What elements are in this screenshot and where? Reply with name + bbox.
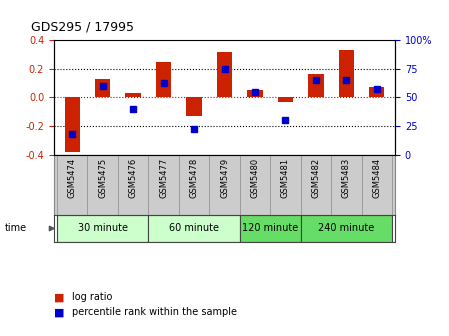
Bar <box>308 74 324 97</box>
Text: GSM5483: GSM5483 <box>342 158 351 198</box>
Bar <box>148 215 240 242</box>
Bar <box>186 97 202 116</box>
Text: 120 minute: 120 minute <box>242 223 298 234</box>
Text: 240 minute: 240 minute <box>318 223 374 234</box>
Text: GSM5474: GSM5474 <box>68 158 77 198</box>
Bar <box>278 97 293 102</box>
Text: GSM5481: GSM5481 <box>281 158 290 198</box>
Text: 60 minute: 60 minute <box>169 223 219 234</box>
Bar <box>65 97 80 152</box>
Text: GSM5484: GSM5484 <box>372 158 381 198</box>
Text: GSM5480: GSM5480 <box>251 158 260 198</box>
Bar <box>57 215 148 242</box>
Bar <box>339 50 354 97</box>
Text: ■: ■ <box>54 307 64 318</box>
Bar <box>217 52 232 97</box>
Text: GSM5476: GSM5476 <box>128 158 137 198</box>
Text: GSM5482: GSM5482 <box>312 158 321 198</box>
Text: GDS295 / 17995: GDS295 / 17995 <box>31 20 134 34</box>
Bar <box>301 215 392 242</box>
Text: GSM5477: GSM5477 <box>159 158 168 198</box>
Bar <box>240 215 301 242</box>
Text: time: time <box>4 223 26 234</box>
Text: GSM5478: GSM5478 <box>189 158 198 198</box>
Bar <box>369 87 384 97</box>
Text: GSM5475: GSM5475 <box>98 158 107 198</box>
Text: GSM5479: GSM5479 <box>220 158 229 198</box>
Bar <box>125 93 141 97</box>
Bar <box>247 90 263 97</box>
Bar <box>95 79 110 97</box>
Text: log ratio: log ratio <box>72 292 112 302</box>
Bar <box>156 62 171 97</box>
Text: 30 minute: 30 minute <box>78 223 128 234</box>
Text: percentile rank within the sample: percentile rank within the sample <box>72 307 237 318</box>
Text: ■: ■ <box>54 292 64 302</box>
